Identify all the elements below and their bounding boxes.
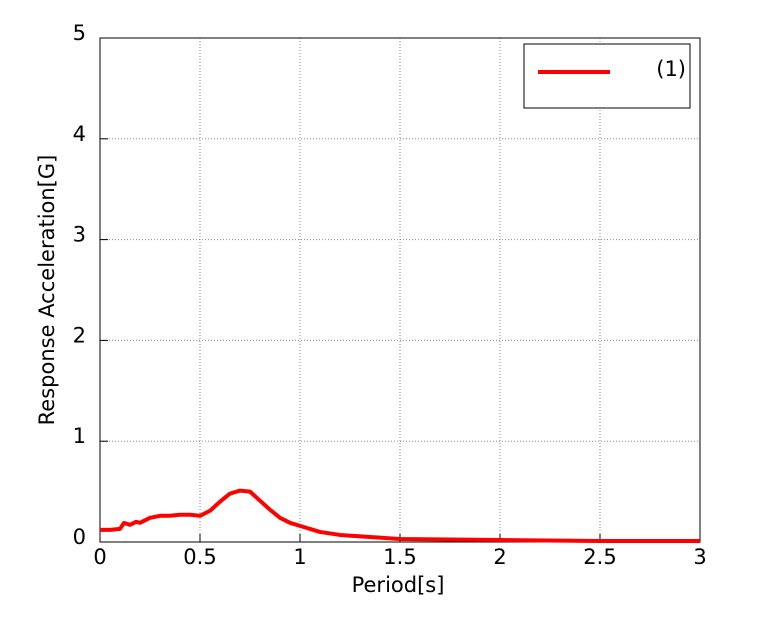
x-tick-label: 3 <box>693 545 706 569</box>
x-tick-label: 0 <box>93 545 106 569</box>
x-tick-label: 1 <box>293 545 306 569</box>
y-tick-label: 4 <box>73 122 86 146</box>
data-line <box>100 488 700 543</box>
y-tick-label: 5 <box>73 21 86 45</box>
y-tick-label: 3 <box>73 223 86 247</box>
x-axis-label: Period[s] <box>352 573 445 597</box>
y-axis-label: Response Acceleration[G] <box>35 155 59 426</box>
plot-frame <box>99 37 701 543</box>
legend-box <box>523 43 691 109</box>
x-tick-label: 2 <box>493 545 506 569</box>
y-tick-label: 1 <box>73 424 86 448</box>
x-tick-label: 1.5 <box>383 545 416 569</box>
x-tick-label: 2.5 <box>583 545 616 569</box>
y-tick-label: 2 <box>73 323 86 347</box>
y-tick-label: 0 <box>73 525 86 549</box>
legend-label: (1) <box>656 57 686 81</box>
x-tick-label: 0.5 <box>183 545 216 569</box>
